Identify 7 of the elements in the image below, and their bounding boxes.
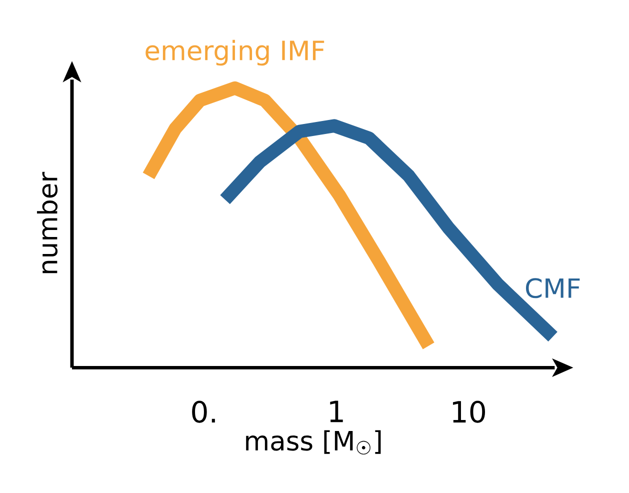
series-label: emerging IMF xyxy=(146,40,324,66)
x-tick-label: 0. xyxy=(192,400,215,423)
x-tick-label: 1 xyxy=(330,400,343,422)
series-label: CMF xyxy=(526,278,580,298)
x-axis-title: mass [M$_{☉}$] xyxy=(246,430,381,455)
y-axis-title: number xyxy=(36,172,58,274)
x-tick-label: 10 xyxy=(452,400,486,423)
